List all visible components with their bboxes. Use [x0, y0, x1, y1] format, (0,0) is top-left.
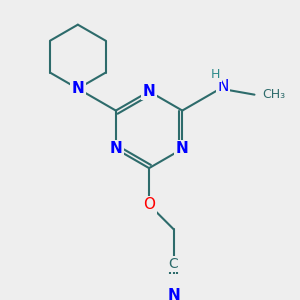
Text: N: N [143, 84, 155, 99]
Text: N: N [176, 141, 189, 156]
Text: N: N [110, 141, 122, 156]
Text: C: C [169, 257, 178, 271]
Text: N: N [167, 288, 180, 300]
Text: CH₃: CH₃ [262, 88, 285, 101]
Text: O: O [143, 197, 155, 212]
Text: N: N [71, 81, 84, 96]
Text: N: N [217, 79, 229, 94]
Text: H: H [211, 68, 220, 80]
Text: N: N [71, 81, 84, 96]
